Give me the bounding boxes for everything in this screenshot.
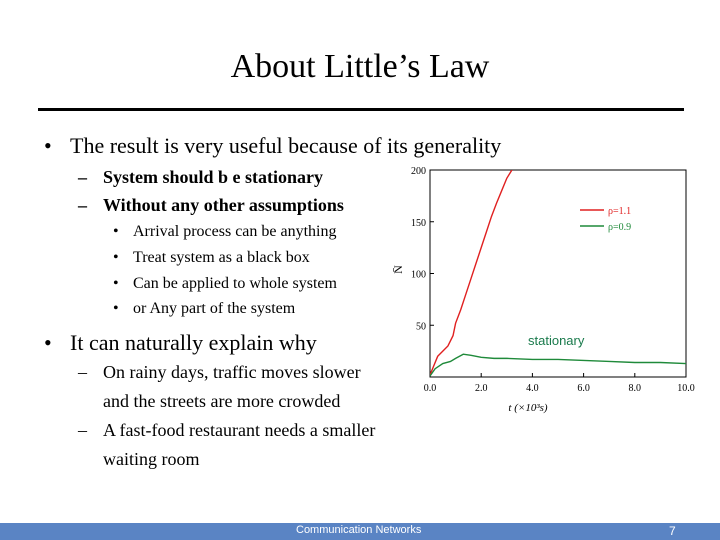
sub-bullet-assumptions: Without any other assumptions	[103, 195, 344, 215]
bullet-dot: •	[113, 223, 119, 240]
legend-label: ρ=1.1	[608, 206, 631, 217]
x-tick-label: 2.0	[475, 383, 488, 394]
x-tick-label: 4.0	[526, 383, 539, 394]
bullet-dot: •	[44, 330, 52, 355]
example-rainy-days: On rainy days, traffic moves slower	[103, 362, 361, 382]
sub-bullet-stationary: System should b e stationary	[103, 167, 324, 187]
series-line-rho-0-9	[430, 353, 686, 377]
item-arrival-process: Arrival process can be anything	[133, 223, 337, 240]
dash-marker: –	[78, 362, 87, 382]
title-divider	[38, 108, 684, 111]
bullet-dot: •	[113, 300, 119, 317]
dash-marker: –	[78, 195, 87, 215]
example-rainy-days-cont: and the streets are more crowded	[103, 391, 341, 411]
footer-course-title: Communication Networks	[296, 524, 422, 536]
bullet-dot: •	[113, 275, 119, 292]
series-line-rho-1-1	[430, 170, 513, 376]
x-tick-label: 8.0	[629, 383, 642, 394]
y-axis-label: N̄	[391, 265, 405, 274]
x-axis-label: t (×10³s)	[508, 402, 547, 414]
example-fast-food: A fast-food restaurant needs a smaller	[103, 420, 376, 440]
legend-label: ρ=0.9	[608, 222, 631, 233]
item-any-part: or Any part of the system	[133, 300, 296, 317]
stationary-annotation: stationary	[528, 333, 585, 348]
y-tick-label: 200	[411, 166, 426, 177]
x-tick-label: 10.0	[677, 383, 695, 394]
queue-length-chart: 0.0 2.0 4.0 6.0 8.0 10.0 50 100 150 200 t (×10³s) N…	[391, 166, 695, 414]
x-tick-label: 6.0	[577, 383, 590, 394]
dash-marker: –	[78, 420, 87, 440]
item-black-box: Treat system as a black box	[133, 249, 310, 266]
bullet-text-explain: It can naturally explain why	[70, 330, 317, 355]
slide-title: About Little’s Law	[230, 48, 490, 85]
example-fast-food-cont: waiting room	[103, 449, 200, 469]
page-number: 7	[669, 524, 676, 538]
bullet-text-generality: The result is very useful because of its…	[70, 133, 502, 158]
y-tick-label: 50	[416, 321, 426, 332]
y-tick-label: 150	[411, 218, 426, 229]
bullet-dot: •	[113, 249, 119, 266]
bullet-dot: •	[44, 133, 52, 158]
footer-bar: Communication Networks 7	[0, 523, 720, 540]
x-tick-label: 0.0	[424, 383, 437, 394]
y-tick-label: 100	[411, 270, 426, 281]
item-whole-system: Can be applied to whole system	[133, 275, 337, 292]
dash-marker: –	[78, 167, 87, 187]
